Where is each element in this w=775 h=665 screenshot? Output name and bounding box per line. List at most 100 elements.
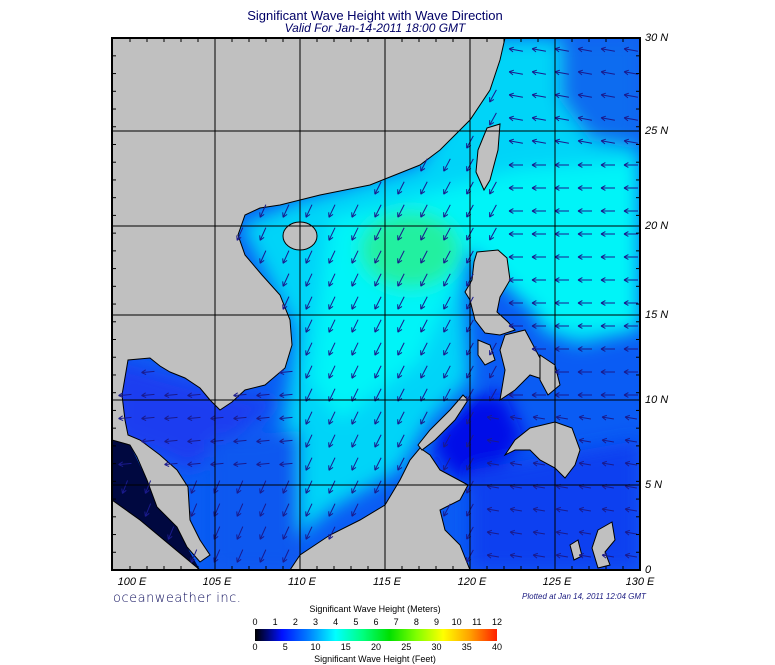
colorbar-feet-tick: 20 [370,642,382,652]
wave-direction-arrow [443,457,451,471]
wave-direction-arrow [577,115,592,122]
wave-direction-arrow [141,392,155,399]
wave-direction-arrow [554,185,569,191]
wave-direction-arrow [577,254,592,260]
wave-direction-arrow [508,92,523,99]
wave-direction-arrow [489,342,497,356]
wave-direction-arrow [328,273,336,287]
wave-direction-arrow [374,457,382,471]
wave-direction-arrow [374,227,382,241]
colorbar-feet-tick: 15 [340,642,351,652]
wave-direction-arrow [600,185,615,191]
colorbar-meters-tick: 6 [373,617,379,627]
wave-direction-arrow [508,208,523,214]
wave-direction-arrow [259,549,267,563]
wave-direction-arrow [443,250,451,264]
wave-direction-arrow [328,342,336,356]
wave-direction-arrow [259,250,267,264]
wave-direction-arrow [577,369,592,375]
wave-direction-arrow [256,461,270,468]
wave-direction-arrow [554,277,569,283]
wave-direction-arrow [509,529,522,536]
wave-direction-arrow [623,115,638,122]
wave-direction-arrow [351,227,359,241]
colorbar-meters-tick: 12 [491,617,503,627]
wave-direction-arrow [351,434,359,448]
wave-direction-arrow [577,208,592,214]
lon-label-130: 130 E [625,576,655,588]
wave-direction-arrow [489,112,497,126]
wave-direction-arrow [508,300,523,306]
colorbar-feet-title: Significant Wave Height (Feet) [314,654,436,664]
wave-direction-arrow [420,227,428,241]
wave-direction-arrow [397,411,405,425]
wave-direction-arrow [489,227,497,241]
wave-direction-arrow [623,300,638,306]
wave-direction-arrow [282,480,290,494]
wave-direction-arrow [486,552,499,559]
wave-direction-arrow [328,526,336,540]
wave-zone-coast-south [210,430,300,570]
wave-direction-arrow [351,480,359,494]
wave-direction-arrow [420,250,428,264]
wave-direction-arrow [624,552,637,559]
wave-direction-arrow [420,411,428,425]
wave-direction-arrow [351,250,359,264]
wave-direction-arrow [577,185,592,191]
colorbar-feet-tick: 30 [431,642,442,652]
colorbar-meters-tick: 8 [413,617,419,627]
wave-direction-arrow [279,461,293,468]
wave-direction-arrow [486,460,499,467]
wave-direction-arrow [531,115,546,122]
wave-direction-arrow [443,319,451,333]
wave-direction-arrow [578,506,591,513]
wave-direction-arrow [531,46,546,53]
wave-direction-arrow [623,231,638,237]
wave-direction-arrow [328,365,336,379]
wave-direction-arrow [509,414,522,421]
wave-direction-arrow [397,250,405,264]
colorbar-feet-tick: 5 [282,642,288,652]
wave-direction-arrow [164,392,178,399]
wave-direction-arrow [351,319,359,333]
wave-direction-arrow [623,346,638,352]
land-islands-east [569,539,583,561]
wave-direction-arrow [187,461,201,468]
wave-direction-arrow [600,254,615,260]
wave-zone-peak [360,212,460,288]
wave-direction-arrow [374,181,382,195]
wave-direction-arrow [531,300,546,306]
wave-direction-arrow [282,503,290,517]
wave-direction-arrow [351,457,359,471]
wave-direction-arrow [624,506,637,513]
land-borneo [289,447,471,570]
land-luzon [464,249,516,336]
wave-direction-arrow [443,204,451,218]
wave-direction-arrow [374,250,382,264]
wave-direction-arrow [305,480,313,494]
wave-direction-arrow [118,392,132,399]
wave-direction-arrow [508,162,523,168]
wave-direction-arrow [259,227,267,241]
wave-direction-arrow [600,92,615,99]
wave-direction-arrow [600,208,615,214]
wave-direction-arrow [600,277,615,283]
map-title: Significant Wave Height with Wave Direct… [247,8,503,23]
wave-direction-arrow [443,296,451,310]
wave-direction-arrow [486,414,499,421]
wave-direction-arrow [600,346,615,352]
wave-direction-arrow [305,411,313,425]
wave-direction-arrow [600,46,615,53]
land-asia-mainland [112,38,506,563]
wave-direction-arrow [259,204,267,218]
wave-direction-arrow [374,365,382,379]
colorbar-meters-tick: 7 [393,617,399,627]
wave-direction-arrow [577,138,592,145]
wave-direction-arrow [623,254,638,260]
wave-direction-arrow [624,437,637,444]
wave-direction-arrow [508,254,523,260]
wave-direction-arrow [236,503,244,517]
colorbar-feet-tick: 25 [401,642,412,652]
wave-direction-arrow [531,185,546,191]
wave-direction-arrow [305,457,313,471]
